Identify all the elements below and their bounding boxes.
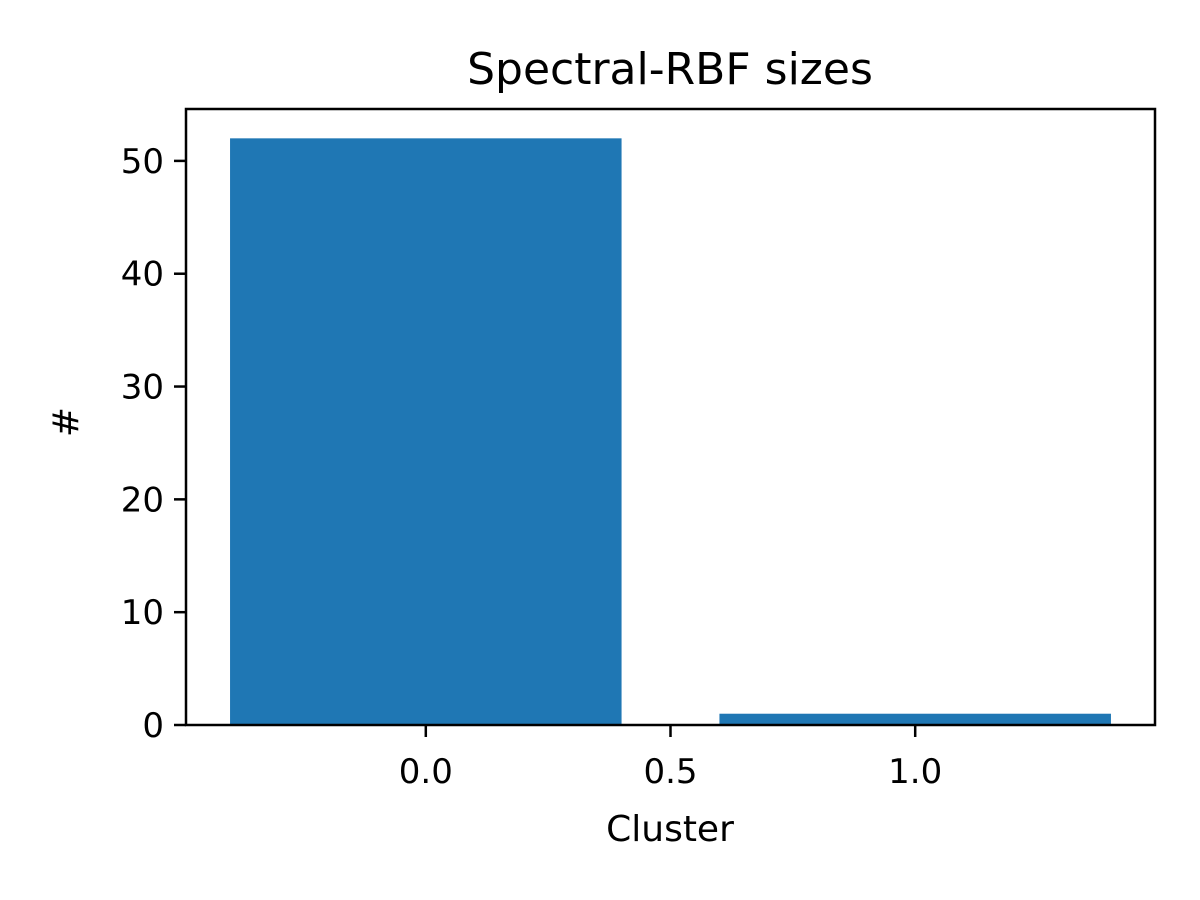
x-tick-label: 0.0 xyxy=(399,752,453,792)
chart-title: Spectral-RBF sizes xyxy=(467,44,873,95)
x-axis-label: Cluster xyxy=(606,809,734,850)
bar-cluster-1 xyxy=(719,713,1111,725)
y-axis-label: # xyxy=(46,407,87,437)
y-tick-label: 10 xyxy=(121,593,164,633)
x-axis-ticks: 0.0 0.5 1.0 xyxy=(399,725,942,792)
y-tick-label: 30 xyxy=(121,368,164,408)
y-tick-label: 40 xyxy=(121,255,164,295)
bar-cluster-0 xyxy=(230,138,622,726)
y-axis-ticks: 0 10 20 30 40 50 xyxy=(121,142,186,746)
x-tick-label: 1.0 xyxy=(888,752,942,792)
y-tick-label: 0 xyxy=(142,706,164,746)
y-tick-label: 50 xyxy=(121,142,164,182)
bars-group xyxy=(230,138,1111,726)
y-tick-label: 20 xyxy=(121,480,164,520)
x-tick-label: 0.5 xyxy=(643,752,697,792)
